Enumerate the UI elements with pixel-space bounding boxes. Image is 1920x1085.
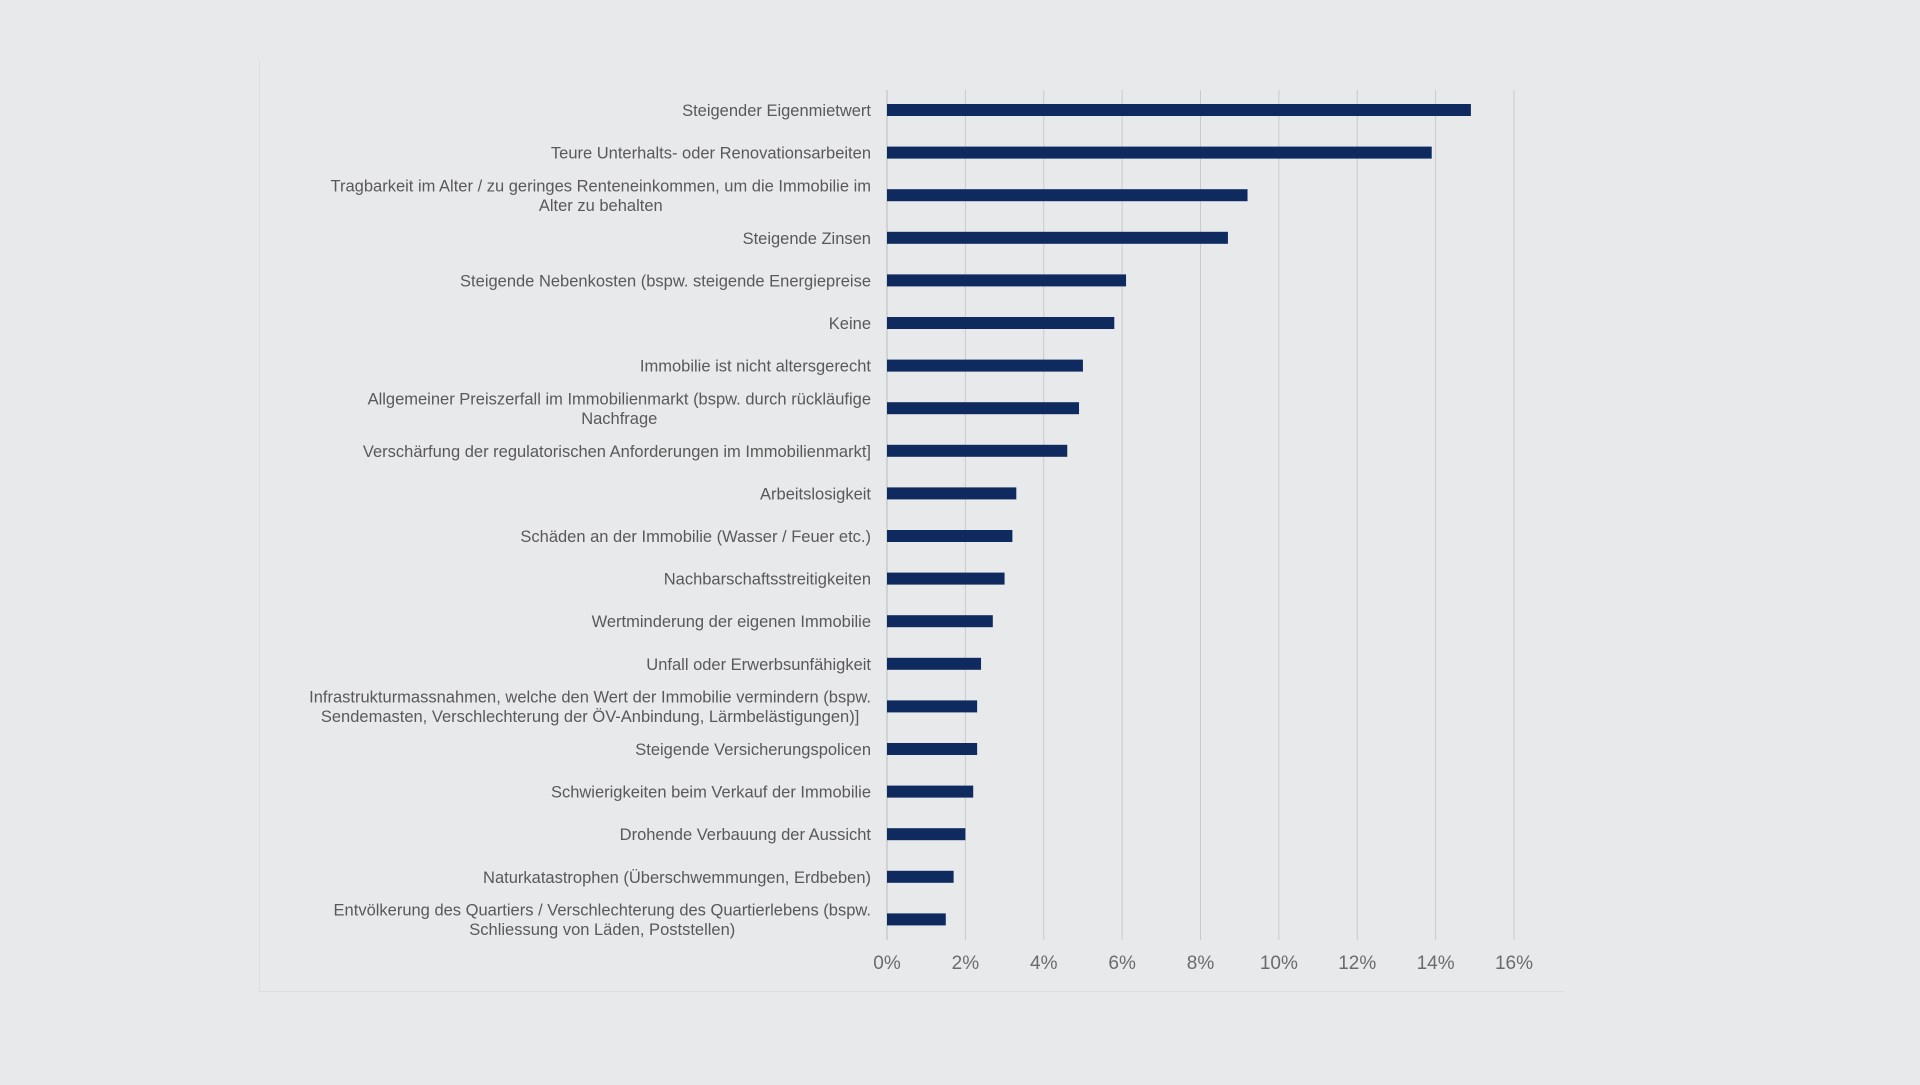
category-label: Entvölkerung des Quartiers / Verschlecht…	[334, 902, 871, 940]
bar	[887, 444, 1068, 457]
x-tick-label: 0%	[873, 953, 901, 974]
category-label: Teure Unterhalts- oder Renovationsarbeit…	[551, 145, 871, 163]
bar	[887, 487, 1017, 500]
category-label: Naturkatastrophen (Überschwemmungen, Erd…	[483, 869, 871, 887]
bar	[887, 530, 1013, 542]
bar	[887, 572, 1005, 585]
x-tick-label: 8%	[1187, 953, 1215, 974]
category-label: Drohende Verbauung der Aussicht	[620, 826, 872, 844]
category-label: Arbeitslosigkeit	[760, 485, 871, 503]
category-label: Steigender Eigenmietwert	[682, 102, 871, 120]
bar	[887, 615, 993, 628]
category-label: Steigende Versicherungspolicen	[635, 741, 871, 759]
x-tick-label: 14%	[1417, 953, 1455, 974]
category-label: Wertminderung der eigenen Immobilie	[592, 613, 871, 631]
category-label: Steigende Zinsen	[743, 230, 871, 248]
category-label: Unfall oder Erwerbsunfähigkeit	[646, 656, 871, 674]
panel-border-left	[259, 62, 260, 992]
panel-border-bottom	[259, 991, 1564, 992]
x-tick-label: 16%	[1495, 953, 1533, 974]
category-label: Keine	[829, 315, 871, 333]
x-tick-label: 12%	[1338, 953, 1376, 974]
x-tick-label: 4%	[1030, 953, 1058, 974]
category-label: Verschärfung der regulatorischen Anforde…	[363, 443, 871, 461]
bar	[887, 274, 1127, 287]
category-label: Allgemeiner Preiszerfall im Immobilienma…	[368, 390, 871, 428]
bar	[887, 104, 1471, 116]
x-tick-label: 2%	[952, 953, 980, 974]
bar	[887, 870, 954, 883]
x-tick-label: 10%	[1260, 953, 1298, 974]
bar	[887, 828, 966, 841]
bar	[887, 913, 946, 926]
category-label: Schäden an der Immobilie (Wasser / Feuer…	[520, 528, 871, 546]
category-label: Steigende Nebenkosten (bspw. steigende E…	[460, 272, 871, 290]
bar	[887, 317, 1115, 329]
category-label: Immobilie ist nicht altersgerecht	[640, 358, 872, 376]
bar	[887, 359, 1083, 372]
bar	[887, 146, 1432, 159]
bar	[887, 231, 1228, 244]
category-label: Tragbarkeit im Alter / zu geringes Rente…	[331, 177, 871, 215]
x-tick-label: 6%	[1108, 953, 1136, 974]
category-label: Infrastrukturmassnahmen, welche den Wert…	[309, 689, 871, 727]
category-label: Schwierigkeiten beim Verkauf der Immobil…	[551, 784, 871, 802]
bar	[887, 402, 1080, 415]
bar	[887, 743, 978, 755]
bar	[887, 189, 1248, 202]
category-label: Nachbarschaftsstreitigkeiten	[664, 571, 871, 589]
bar	[887, 657, 982, 670]
bar	[887, 785, 974, 798]
bar	[887, 700, 978, 713]
